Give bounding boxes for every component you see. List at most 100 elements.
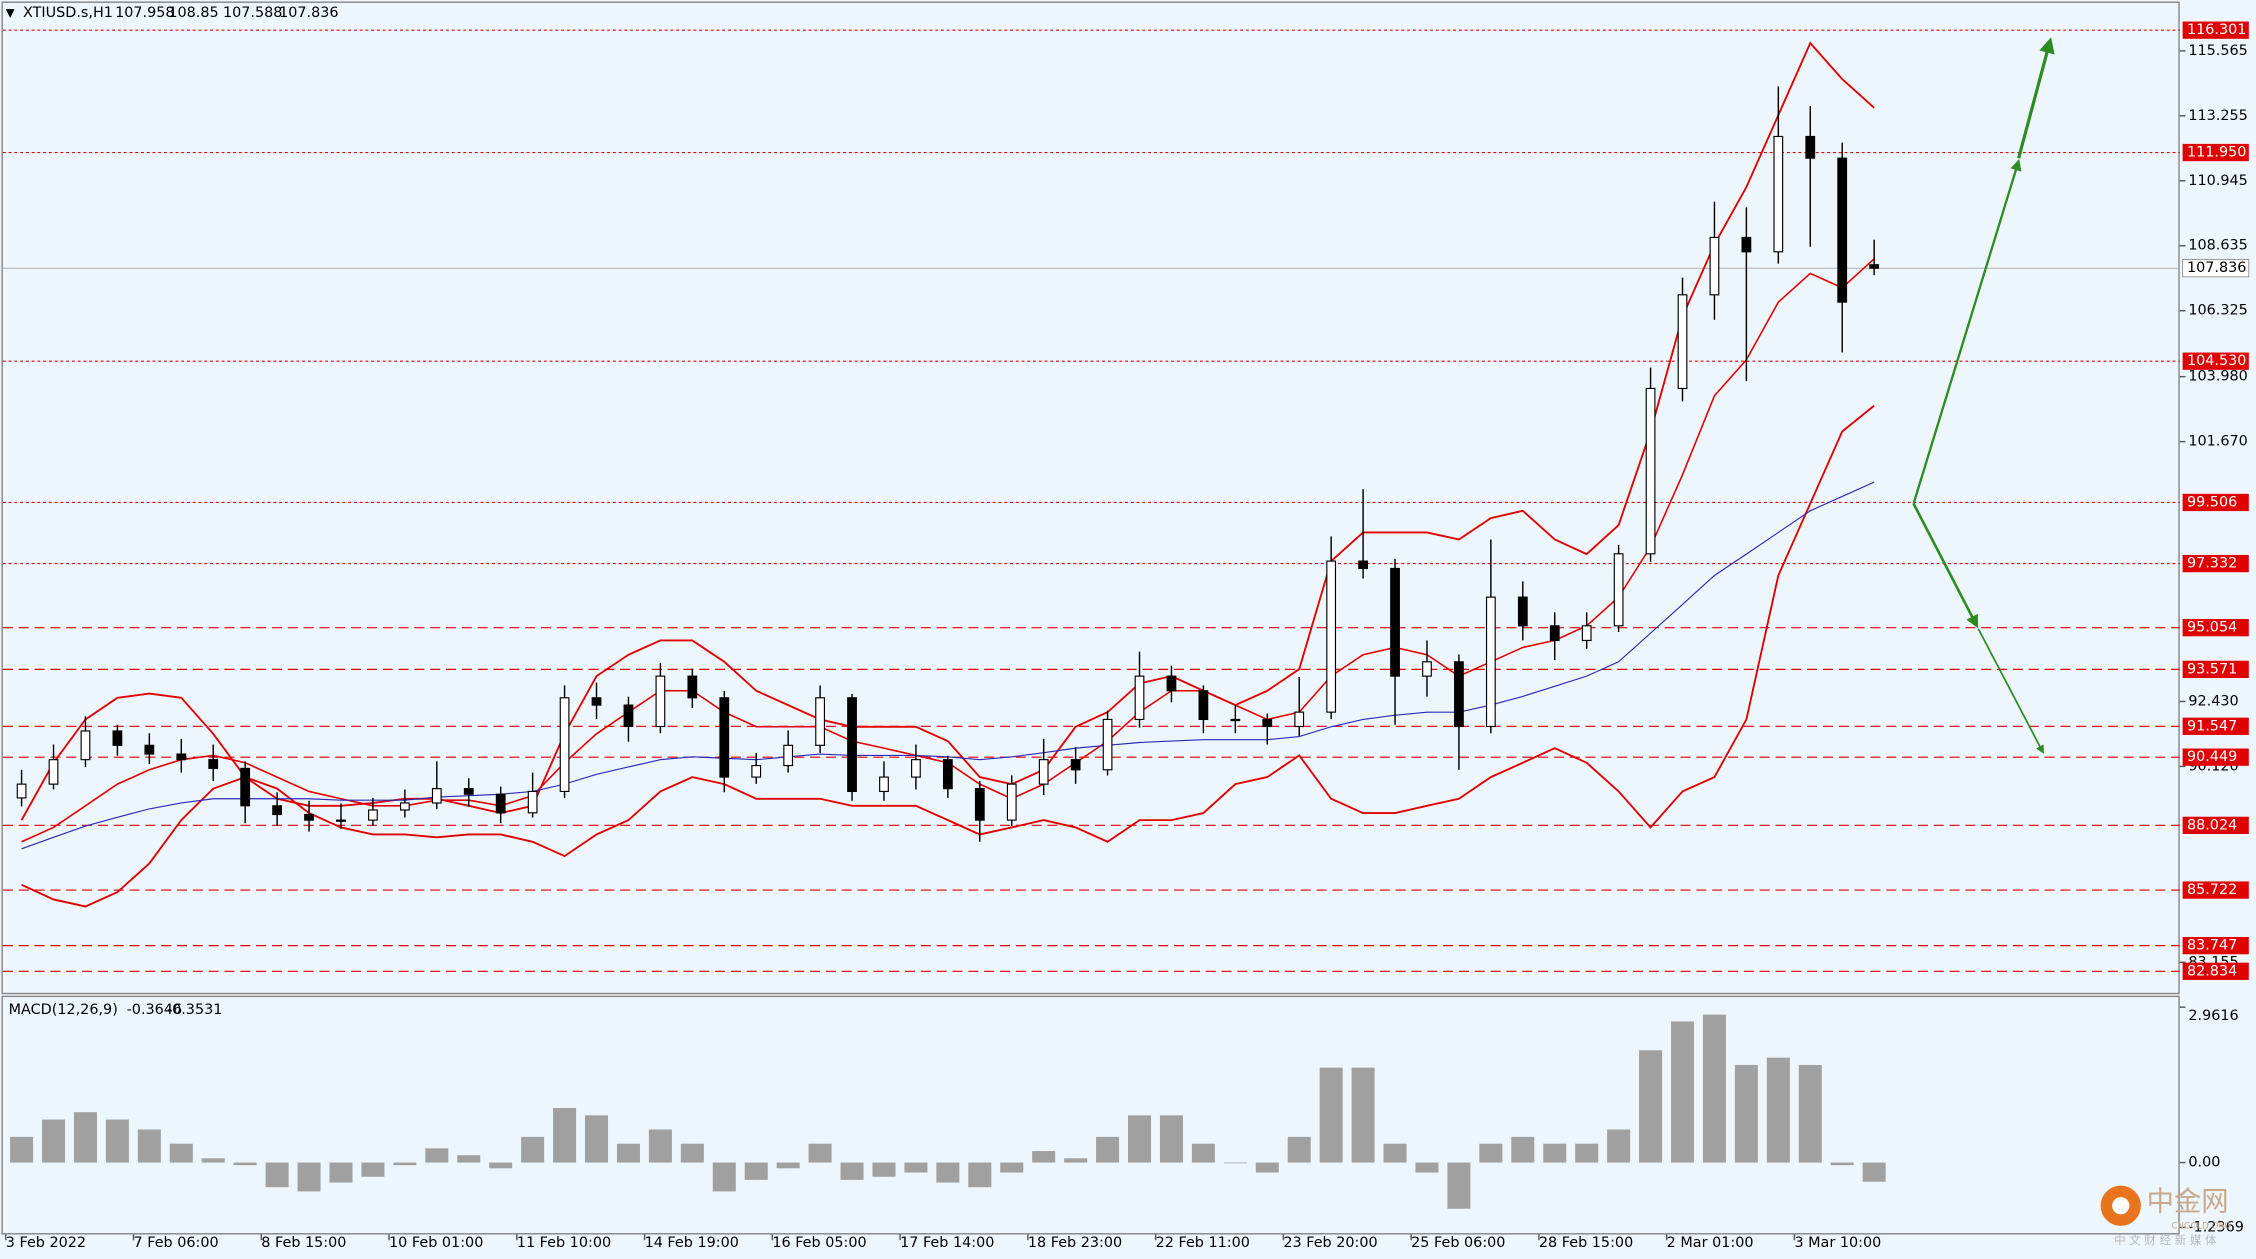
- macd-bar: [1255, 1162, 1279, 1173]
- macd-bar: [393, 1162, 417, 1166]
- x-tick-label: 25 Feb 06:00: [1411, 1235, 1505, 1251]
- candle-body: [399, 802, 410, 811]
- y-tick-label: 113.255: [2188, 108, 2247, 124]
- candle-body: [1134, 675, 1145, 721]
- level-label-box: [2182, 881, 2249, 899]
- x-tick-label: 18 Feb 23:00: [1028, 1235, 1122, 1251]
- macd-bar: [1032, 1151, 1056, 1163]
- x-tick-label: 28 Feb 15:00: [1539, 1235, 1633, 1251]
- level-label-box: [2182, 748, 2249, 766]
- level-label-box: [2182, 143, 2249, 162]
- macd-bar: [1639, 1050, 1663, 1163]
- macd-bar: [1702, 1014, 1726, 1163]
- candle-body: [495, 793, 506, 814]
- candle-body: [1038, 759, 1049, 785]
- macd-bar: [1862, 1162, 1886, 1182]
- macd-bar: [1064, 1158, 1088, 1163]
- arrow: [1912, 158, 2022, 504]
- candle-body: [1517, 596, 1528, 627]
- candle-body: [1805, 135, 1816, 159]
- y-tick-label: 103.980: [2188, 369, 2247, 385]
- candle-body: [942, 759, 953, 790]
- level-label: 95.054: [2187, 620, 2237, 636]
- level-label: 83.747: [2187, 938, 2237, 954]
- y-tick-label: 115.565: [2188, 43, 2247, 59]
- candle-body: [1230, 718, 1241, 722]
- candle-body: [1422, 661, 1432, 677]
- x-tick-label: 22 Feb 11:00: [1156, 1235, 1250, 1251]
- candle-body: [719, 697, 730, 778]
- plot-layer: 115.565 113.255 110.945 108.635 106.325 103.9…: [2, 21, 2250, 1251]
- x-tick-label: 23 Feb 20:00: [1283, 1235, 1377, 1251]
- macd-bar: [680, 1143, 704, 1163]
- watermark-name: 中金网: [2147, 1186, 2229, 1217]
- candle-body: [655, 675, 666, 728]
- candle-body: [1390, 567, 1400, 677]
- macd-bar: [1159, 1115, 1183, 1163]
- macd-bar: [425, 1148, 449, 1163]
- candle-body: [431, 788, 442, 804]
- candle-body: [1709, 236, 1720, 296]
- candle-body: [1166, 675, 1177, 692]
- candle-body: [1070, 759, 1081, 771]
- macd-bar: [1511, 1136, 1535, 1163]
- macd-bar: [553, 1107, 577, 1163]
- level-label: 104.530: [2187, 353, 2246, 369]
- macd-bar: [1191, 1143, 1215, 1163]
- candle-body: [1773, 135, 1784, 253]
- level-label: 93.571: [2187, 661, 2237, 677]
- macd-bar: [1798, 1064, 1822, 1163]
- macd-bar: [73, 1112, 97, 1163]
- candle-body: [463, 788, 474, 795]
- x-tick-label: 2 Mar 01:00: [1667, 1235, 1754, 1251]
- level-label-box: [2182, 619, 2249, 637]
- macd-tick-label: 2.9616: [2188, 1008, 2238, 1024]
- candle-body: [208, 759, 219, 769]
- candle-body: [591, 697, 602, 706]
- x-tick-label: 11 Feb 10:00: [517, 1235, 611, 1251]
- macd-bar: [840, 1162, 864, 1180]
- macd-bar: [105, 1119, 129, 1163]
- level-label: 116.301: [2187, 22, 2246, 38]
- macd-tick-label: -1.2369: [2188, 1219, 2244, 1235]
- macd-bar: [776, 1162, 800, 1169]
- candle-body: [974, 788, 985, 821]
- candle-body: [1645, 387, 1656, 555]
- level-label-box: [2182, 816, 2249, 834]
- macd-bar: [457, 1155, 481, 1163]
- menu-triangle: ▼: [6, 5, 15, 19]
- x-tick-label: 7 Feb 06:00: [134, 1235, 219, 1251]
- macd-bar: [297, 1162, 321, 1192]
- candle-body: [144, 744, 155, 755]
- candle-body: [240, 767, 251, 807]
- arrow: [1912, 503, 1979, 629]
- macd-bar: [137, 1129, 161, 1163]
- macd-bar: [648, 1129, 672, 1163]
- candle-body: [879, 776, 889, 793]
- macd-bar: [42, 1119, 66, 1163]
- macd-bar: [1447, 1162, 1471, 1209]
- y-tick-label: 106.325: [2188, 303, 2247, 319]
- macd-bar: [1287, 1136, 1311, 1163]
- macd-bar: [10, 1136, 34, 1163]
- macd-bar: [521, 1136, 545, 1163]
- level-label: 91.547: [2187, 718, 2237, 734]
- candle-body: [48, 759, 59, 785]
- watermark-site: CNGOLD.ORG: [2172, 1221, 2232, 1231]
- forecast-arrows: [1912, 37, 2055, 755]
- candle-body: [80, 730, 91, 761]
- price-panel: [1, 1, 2180, 995]
- candle-body: [1677, 294, 1688, 390]
- macd-bar: [585, 1115, 609, 1163]
- candle-body: [1837, 157, 1848, 303]
- level-label-box: [2182, 352, 2249, 370]
- candle-body: [1613, 553, 1624, 627]
- macd-bar: [1734, 1064, 1758, 1163]
- macd-bar: [1670, 1021, 1695, 1163]
- x-tick-label: 14 Feb 19:00: [645, 1235, 739, 1251]
- candle-body: [687, 675, 698, 699]
- candle-body: [751, 764, 762, 778]
- band-lower: [21, 404, 1875, 908]
- macd-bar: [936, 1162, 960, 1183]
- x-tick-label: 3 Feb 2022: [6, 1235, 86, 1251]
